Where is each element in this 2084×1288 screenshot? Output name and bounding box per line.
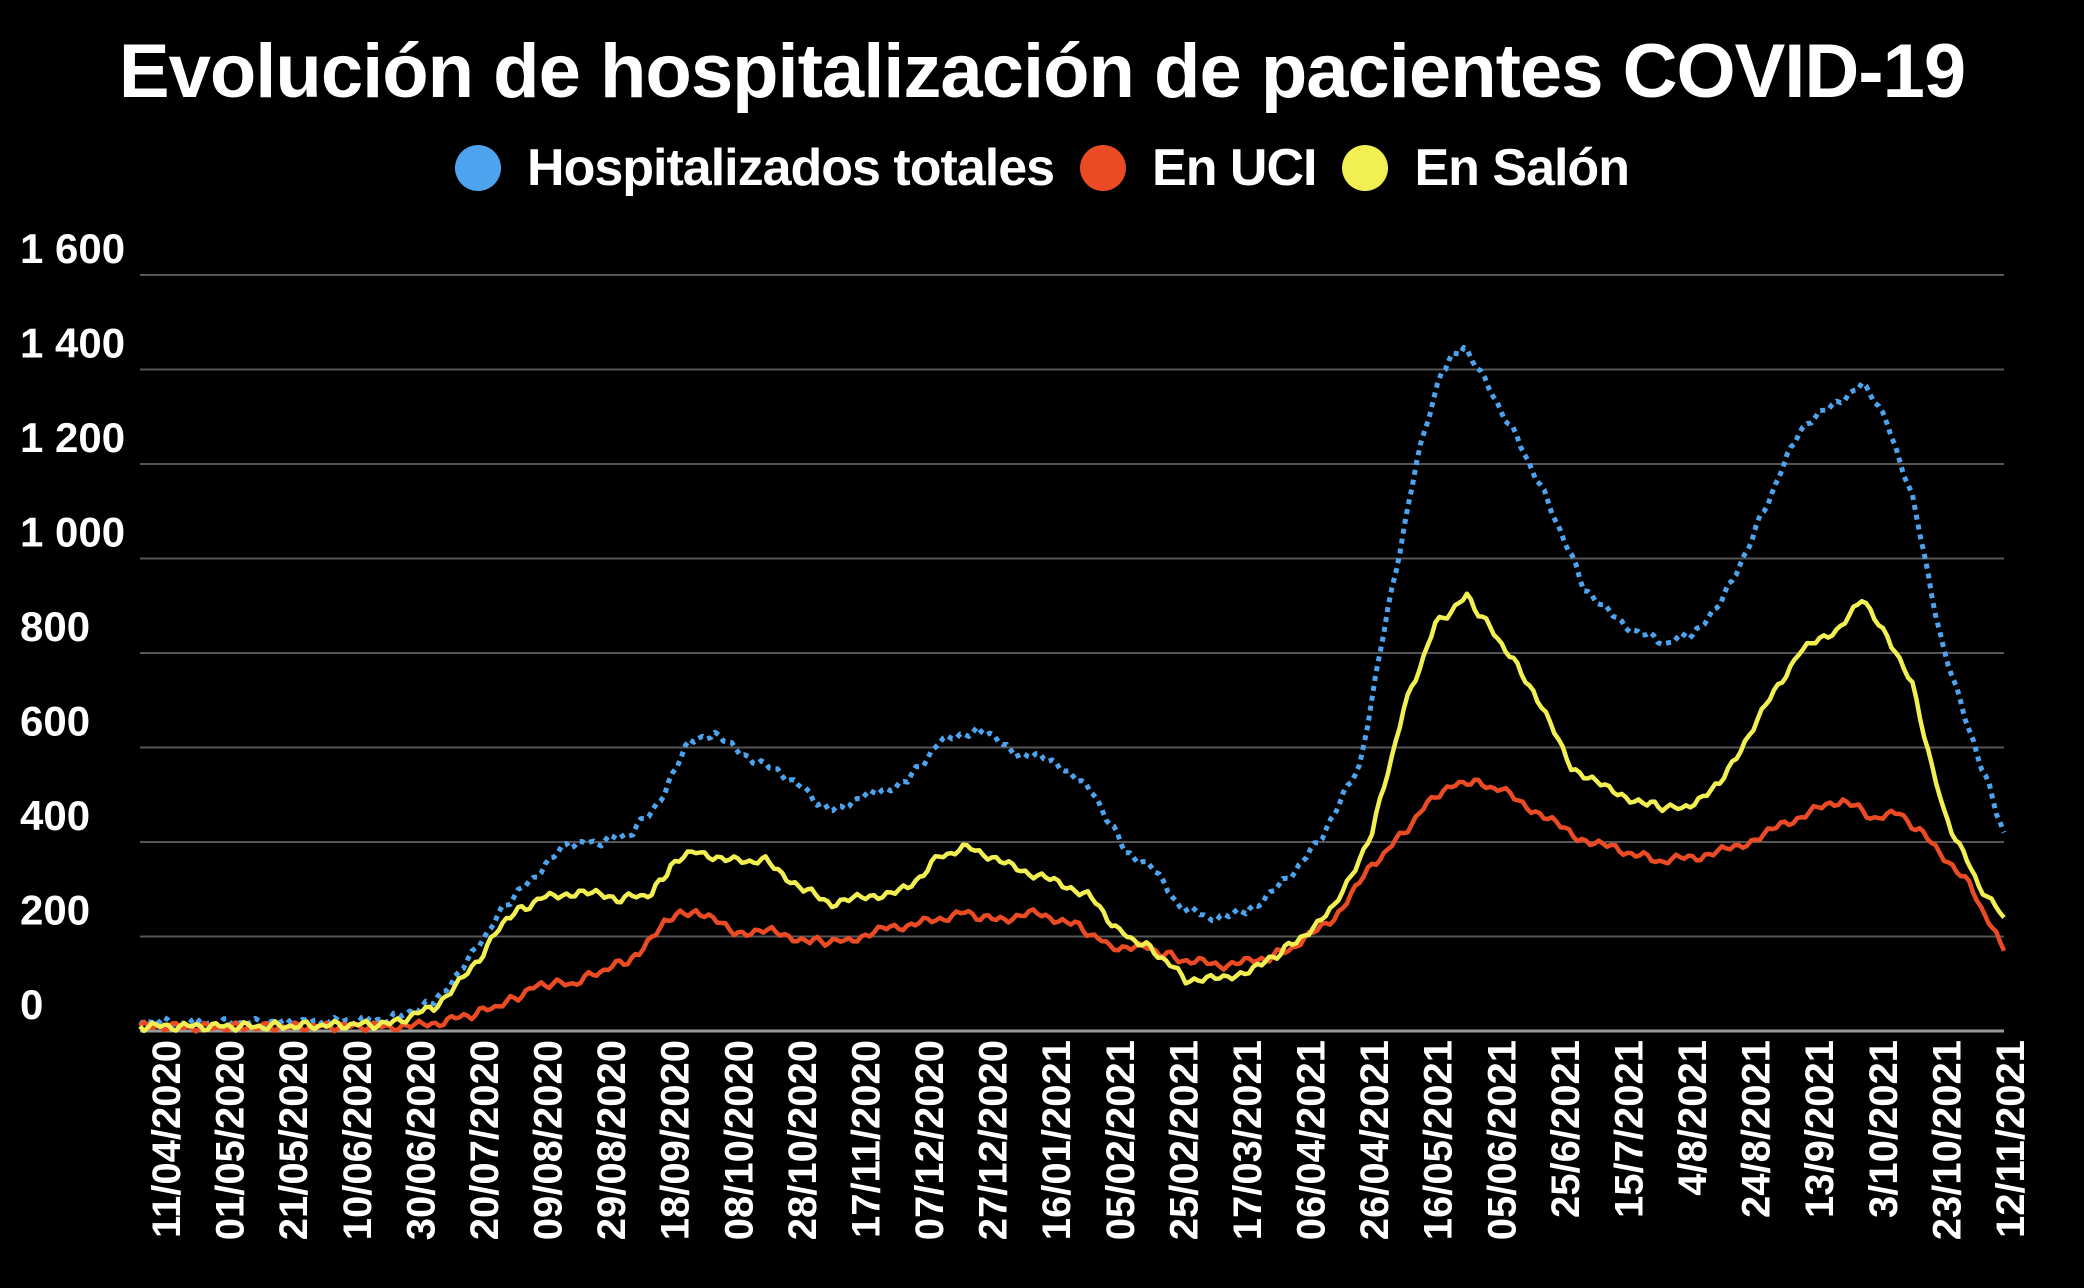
x-tick-label: 23/10/2021 — [1925, 1040, 1969, 1240]
x-tick-label: 28/10/2020 — [781, 1040, 825, 1240]
legend-dot-icon — [1342, 145, 1389, 191]
x-tick-label: 16/01/2021 — [1035, 1040, 1079, 1240]
x-tick-label: 24/8/2021 — [1735, 1040, 1779, 1218]
y-tick-label: 1 200 — [20, 414, 125, 461]
chart-title: Evolución de hospitalización de paciente… — [118, 29, 1966, 114]
x-tick-label: 27/12/2020 — [972, 1040, 1016, 1240]
x-tick-label: 21/05/2020 — [272, 1040, 316, 1240]
legend-dot-icon — [1080, 145, 1127, 191]
legend-item-salon[interactable]: En Salón — [1342, 138, 1630, 198]
x-tick-label: 05/02/2021 — [1099, 1040, 1143, 1240]
gridlines — [140, 274, 2004, 1033]
x-tick-label: 09/08/2020 — [527, 1040, 571, 1240]
series-line-3 — [138, 591, 2006, 1034]
x-tick-label: 29/08/2020 — [590, 1040, 634, 1240]
x-tick-label: 30/06/2020 — [399, 1040, 443, 1240]
series-line-2 — [138, 777, 2007, 1034]
x-tick-label: 01/05/2020 — [209, 1040, 253, 1240]
legend-label: En UCI — [1152, 139, 1317, 197]
x-tick-label: 06/04/2021 — [1290, 1040, 1334, 1240]
x-tick-label: 3/10/2021 — [1862, 1040, 1906, 1218]
x-tick-label: 15/7/2021 — [1608, 1040, 1652, 1218]
x-tick-label: 08/10/2020 — [717, 1040, 761, 1240]
x-tick-label: 18/09/2020 — [654, 1040, 698, 1240]
x-tick-label: 25/6/2021 — [1544, 1040, 1588, 1218]
x-tick-label: 17/03/2021 — [1226, 1040, 1270, 1240]
x-tick-label: 20/07/2020 — [463, 1040, 507, 1240]
legend-label: Hospitalizados totales — [527, 139, 1055, 197]
legend-label: En Salón — [1414, 139, 1629, 197]
x-tick-label: 17/11/2020 — [844, 1040, 888, 1238]
y-tick-label: 400 — [20, 792, 90, 839]
x-tick-label: 26/04/2021 — [1353, 1040, 1397, 1240]
x-tick-label: 16/05/2021 — [1417, 1040, 1461, 1240]
x-tick-label: 10/06/2020 — [336, 1040, 380, 1240]
x-tick-label: 4/8/2021 — [1671, 1040, 1715, 1196]
legend-item-hospitalizados[interactable]: Hospitalizados totales — [455, 138, 1055, 198]
x-tick-label: 11/04/2020 — [145, 1040, 189, 1238]
x-tick-label: 07/12/2020 — [908, 1040, 952, 1240]
y-tick-label: 0 — [20, 981, 43, 1028]
y-axis-ticks: 0 200 400 600 800 1 000 1 200 1 400 1 600 — [20, 225, 125, 1028]
x-axis-ticks: 11/04/2020 01/05/2020 21/05/2020 10/06/2020… — [145, 1040, 2033, 1240]
y-tick-label: 1 000 — [20, 509, 125, 556]
series-lines — [138, 345, 2007, 1034]
series-line-1 — [138, 345, 2007, 1030]
x-tick-label: 12/11/2021 — [1989, 1040, 2033, 1238]
y-tick-label: 800 — [20, 603, 90, 650]
y-tick-label: 1 400 — [20, 320, 125, 367]
legend-item-uci[interactable]: En UCI — [1080, 138, 1317, 198]
x-tick-label: 13/9/2021 — [1798, 1040, 1842, 1218]
y-tick-label: 1 600 — [20, 225, 125, 272]
y-tick-label: 600 — [20, 698, 90, 745]
y-tick-label: 200 — [20, 887, 90, 934]
legend: Hospitalizados totales En UCI En Salón — [0, 138, 2084, 198]
x-tick-label: 05/06/2021 — [1480, 1040, 1524, 1240]
legend-dot-icon — [455, 145, 502, 191]
x-tick-label: 25/02/2021 — [1162, 1040, 1206, 1240]
